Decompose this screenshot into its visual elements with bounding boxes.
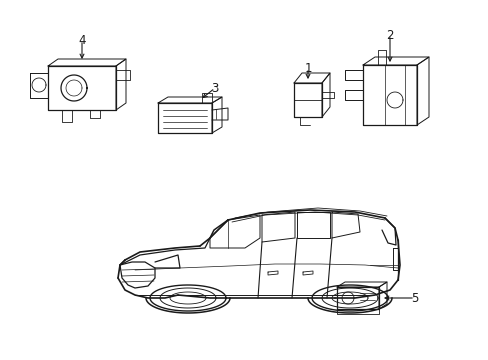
Text: 2: 2 xyxy=(386,28,393,41)
Text: 5: 5 xyxy=(410,292,418,305)
Text: 1: 1 xyxy=(304,62,311,75)
Text: 4: 4 xyxy=(78,33,85,46)
Text: 3: 3 xyxy=(211,81,218,95)
